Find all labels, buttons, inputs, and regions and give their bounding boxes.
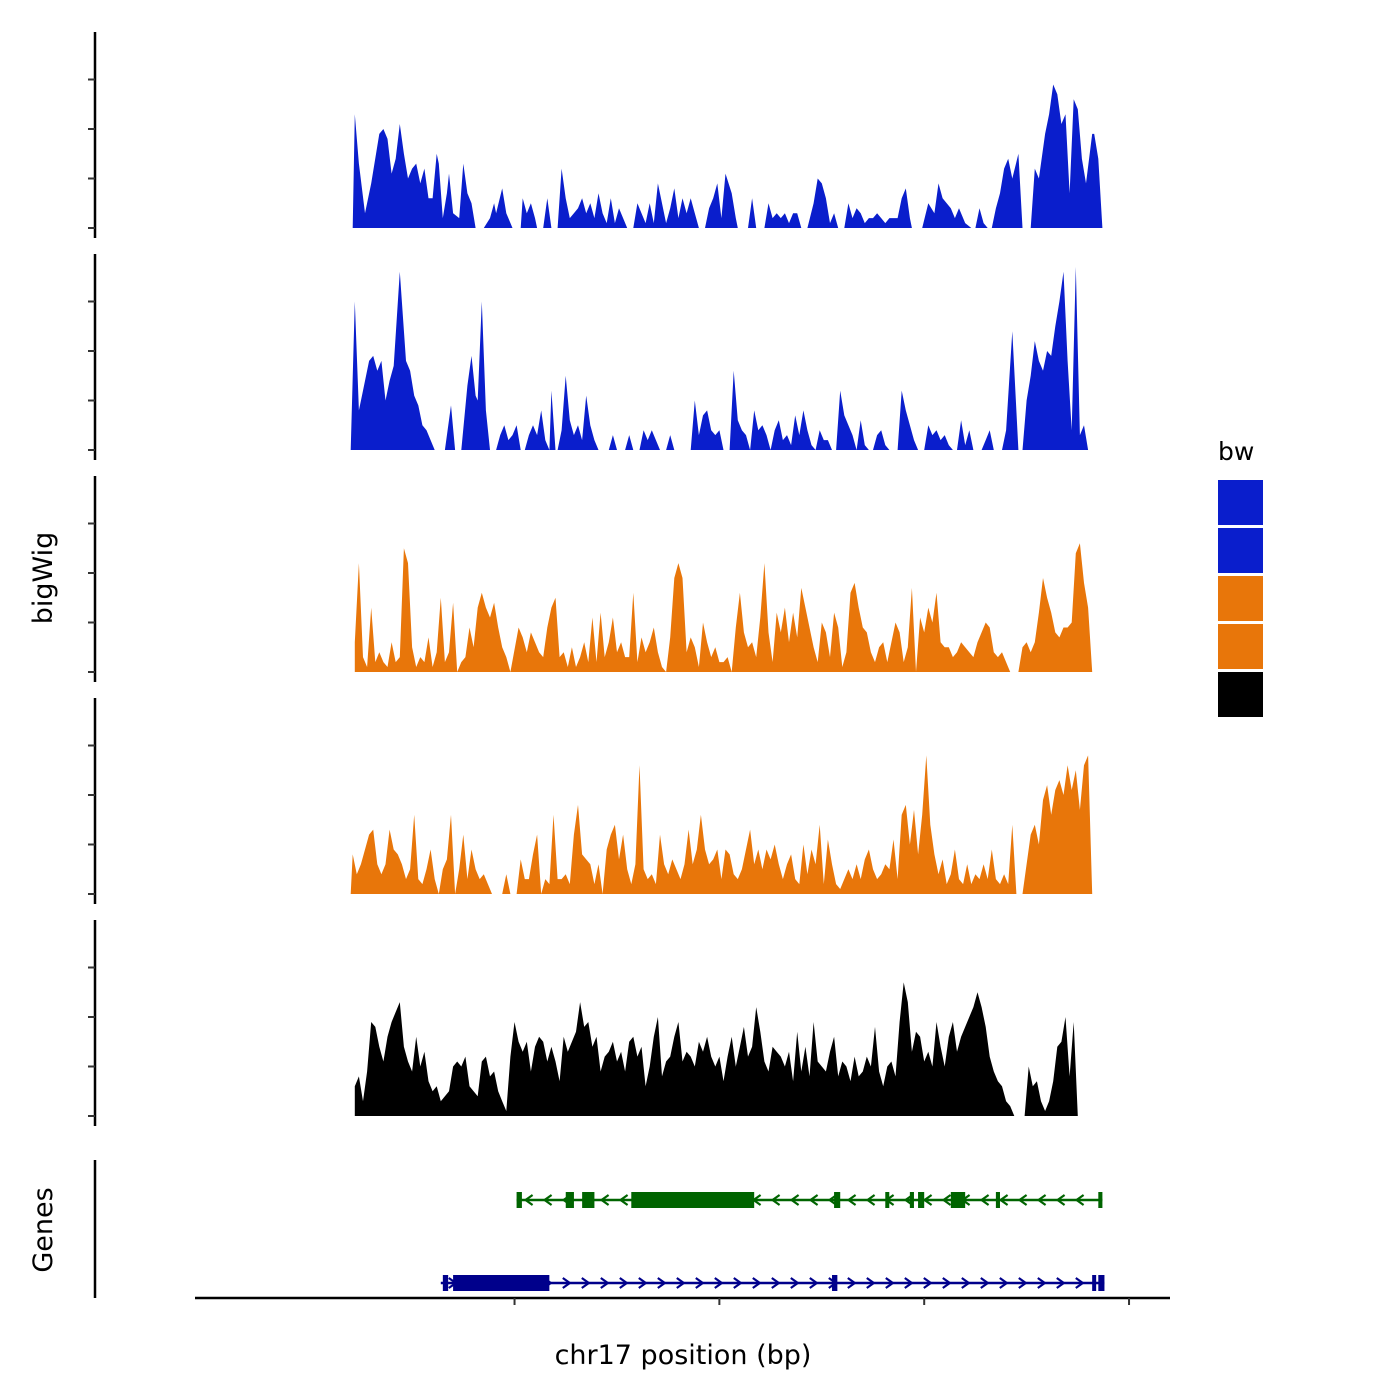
strand-arrow (562, 1277, 572, 1289)
track-e17-2 (88, 698, 1093, 904)
legend-title: bw (1218, 437, 1254, 466)
coverage-area-e17-2 (350, 755, 1093, 894)
strand-arrow (1056, 1277, 1066, 1289)
x-axis-title: chr17 position (bp) (555, 1340, 812, 1371)
strand-arrow (942, 1277, 952, 1289)
gene-exon (1098, 1275, 1105, 1291)
gene-exon (950, 1192, 966, 1208)
strand-arrow (657, 1277, 667, 1289)
coverage-area-e17-1 (354, 543, 1093, 672)
strand-arrow (922, 1194, 933, 1206)
strand-arrow (809, 1277, 819, 1289)
gene-exon (453, 1275, 550, 1291)
legend-swatch-e14-1 (1218, 480, 1263, 525)
strand-arrow (1036, 1194, 1047, 1206)
strand-arrow (619, 1277, 629, 1289)
strand-arrow (770, 1194, 781, 1206)
strand-arrow (599, 1194, 610, 1206)
strand-arrow (846, 1194, 857, 1206)
coverage-tracks (88, 32, 1103, 1126)
strand-arrow (714, 1277, 724, 1289)
legend: bw (1218, 437, 1263, 717)
gene-1600012h06rik (440, 1275, 1105, 1291)
strand-arrow (865, 1194, 876, 1206)
strand-arrow (1074, 1194, 1085, 1206)
strand-arrow (581, 1277, 591, 1289)
strand-arrow (1075, 1277, 1085, 1289)
strand-arrow (941, 1194, 952, 1206)
strand-arrow (1037, 1277, 1047, 1289)
gene-exon (995, 1192, 1000, 1208)
strand-arrow (866, 1277, 876, 1289)
strand-arrow (618, 1194, 629, 1206)
strand-arrow (979, 1194, 990, 1206)
gene-exon (834, 1192, 841, 1208)
track-e17-1 (88, 476, 1093, 682)
track-input (88, 920, 1078, 1126)
gene-exon (885, 1192, 890, 1208)
gene-exon (832, 1275, 838, 1291)
gene-exon (582, 1192, 595, 1208)
gene-exon (909, 1192, 914, 1208)
strand-arrow (733, 1277, 743, 1289)
genes-panel (93, 1160, 1105, 1298)
strand-arrow (789, 1194, 800, 1206)
gene-exon (442, 1275, 449, 1291)
strand-arrow (638, 1277, 648, 1289)
strand-arrow (999, 1277, 1009, 1289)
strand-arrow (885, 1277, 895, 1289)
strand-arrow (808, 1194, 819, 1206)
legend-swatch-e14-2 (1218, 528, 1263, 573)
coverage-area-e14-1 (352, 84, 1103, 228)
strand-arrow (600, 1277, 610, 1289)
strand-arrow (1017, 1194, 1028, 1206)
strand-arrow (771, 1277, 781, 1289)
legend-swatch-e17-2 (1218, 624, 1263, 669)
x-axis (195, 1296, 1170, 1305)
gene-exon (1092, 1275, 1097, 1291)
strand-arrow (1055, 1194, 1066, 1206)
strand-arrow (998, 1194, 1009, 1206)
strand-arrow (923, 1277, 933, 1289)
strand-arrow (676, 1277, 686, 1289)
strand-arrow (790, 1277, 800, 1289)
gene-exon (1098, 1192, 1103, 1208)
gene-exon (918, 1192, 925, 1208)
gene-exon (565, 1192, 574, 1208)
strand-arrow (980, 1277, 990, 1289)
track-e14-2 (88, 254, 1089, 460)
y-axis-title: bigWig (28, 532, 59, 625)
strand-arrow (961, 1277, 971, 1289)
coverage-area-e14-2 (350, 266, 1089, 450)
track-e14-1 (88, 32, 1103, 238)
legend-swatch-e17-1 (1218, 576, 1263, 621)
genes-axis-title: Genes (28, 1187, 59, 1272)
gene-phf10 (516, 1192, 1103, 1208)
strand-arrow (752, 1277, 762, 1289)
strand-arrow (847, 1277, 857, 1289)
strand-arrow (695, 1277, 705, 1289)
strand-arrow (542, 1194, 553, 1206)
gene-exon (516, 1192, 522, 1208)
coverage-area-input (354, 982, 1078, 1116)
legend-swatch-input (1218, 672, 1263, 717)
strand-arrow (1018, 1277, 1028, 1289)
strand-arrow (523, 1194, 534, 1206)
strand-arrow (904, 1277, 914, 1289)
gene-exon (631, 1192, 755, 1208)
